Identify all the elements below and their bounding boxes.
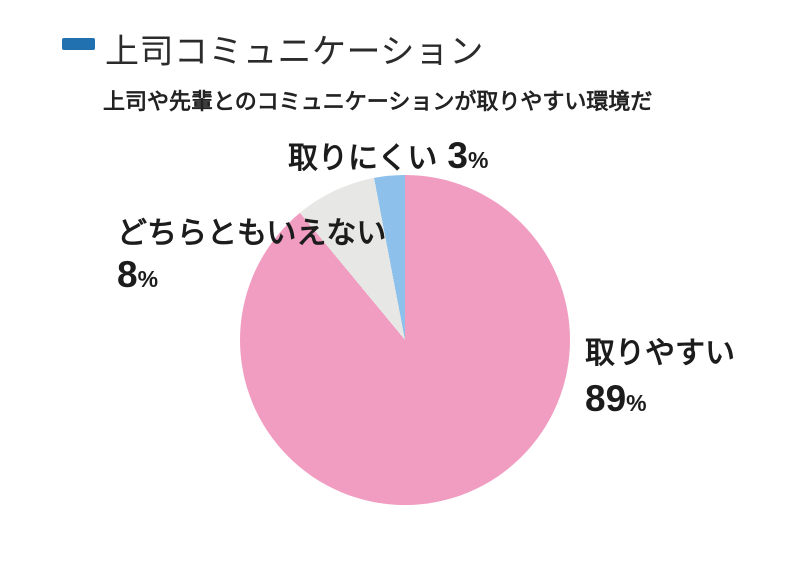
slice-label-neutral-text: どちらともいえない bbox=[117, 217, 387, 250]
pie-chart bbox=[240, 175, 570, 505]
slice-label-easy-text: 取りやすい bbox=[585, 337, 735, 370]
slice-label-hard-text: 取りにくい bbox=[288, 142, 438, 175]
slice-label-neutral: どちらともいえない 8% bbox=[117, 216, 386, 297]
title-accent-dash bbox=[62, 38, 95, 50]
slice-label-neutral-value: 8% bbox=[117, 254, 159, 296]
page-title: 上司コミュニケーション bbox=[105, 33, 484, 71]
slice-label-hard: 取りにくい 3% bbox=[288, 134, 488, 178]
slice-label-easy: 取りやすい 89% bbox=[585, 336, 735, 421]
page-subtitle: 上司や先輩とのコミュニケーションが取りやすい環境だ bbox=[103, 89, 653, 114]
slice-label-hard-value: 3% bbox=[447, 135, 489, 176]
slice-label-easy-value: 89% bbox=[585, 378, 647, 420]
